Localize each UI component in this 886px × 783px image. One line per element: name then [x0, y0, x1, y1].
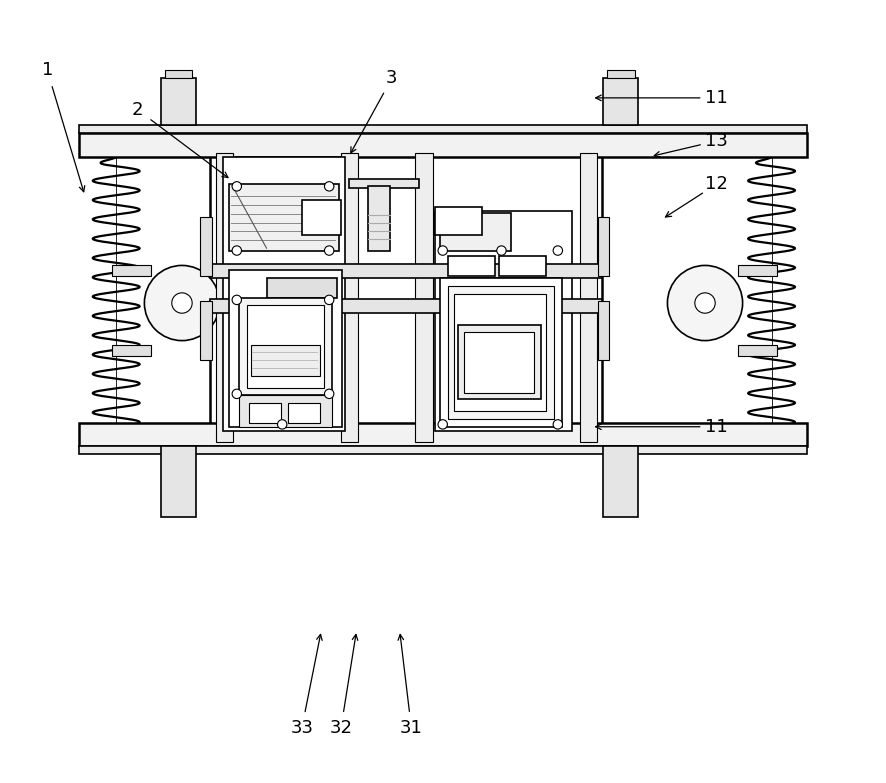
Text: 31: 31	[400, 720, 423, 737]
Bar	[239, 298, 331, 395]
Circle shape	[144, 265, 220, 341]
Bar	[439, 278, 561, 427]
Text: 11: 11	[704, 418, 727, 435]
Bar	[499, 256, 546, 276]
Bar	[165, 70, 192, 78]
Text: 33: 33	[290, 720, 313, 737]
Circle shape	[324, 246, 333, 255]
Bar	[458, 325, 540, 399]
Bar	[210, 299, 601, 313]
Bar	[288, 403, 320, 423]
Bar	[210, 153, 601, 442]
Circle shape	[232, 246, 241, 255]
Circle shape	[232, 295, 241, 305]
Text: 1: 1	[42, 62, 53, 79]
Circle shape	[172, 293, 192, 313]
Bar	[246, 305, 323, 388]
Circle shape	[666, 265, 742, 341]
Circle shape	[438, 246, 447, 255]
Bar	[454, 294, 546, 411]
Bar	[215, 153, 233, 442]
Bar	[348, 179, 419, 188]
Circle shape	[694, 293, 714, 313]
Bar	[79, 125, 806, 133]
Bar	[229, 270, 342, 427]
Circle shape	[553, 420, 562, 429]
Bar	[447, 286, 553, 419]
Bar	[447, 256, 494, 276]
Bar	[606, 70, 633, 78]
Bar	[340, 153, 358, 442]
Circle shape	[324, 182, 333, 191]
Bar	[579, 153, 596, 442]
Bar	[79, 133, 806, 157]
Bar	[597, 217, 609, 276]
Bar	[199, 301, 212, 360]
Text: 11: 11	[704, 89, 727, 106]
Bar	[112, 345, 151, 356]
Bar	[439, 213, 510, 251]
Bar	[415, 153, 432, 442]
Bar	[434, 207, 481, 235]
Bar	[79, 423, 806, 446]
Text: 32: 32	[329, 720, 352, 737]
Bar	[239, 395, 331, 427]
Bar	[266, 278, 337, 298]
Bar	[463, 332, 533, 393]
Circle shape	[553, 246, 562, 255]
Text: 2: 2	[131, 101, 143, 118]
Bar	[368, 186, 390, 251]
Bar	[223, 157, 345, 431]
Text: 13: 13	[704, 132, 727, 150]
Bar	[210, 264, 601, 278]
Circle shape	[324, 295, 333, 305]
Circle shape	[232, 389, 241, 399]
Bar	[160, 446, 196, 517]
Bar	[199, 217, 212, 276]
Circle shape	[496, 246, 506, 255]
Bar	[737, 265, 776, 276]
Text: 3: 3	[385, 70, 397, 87]
Bar	[112, 265, 151, 276]
Circle shape	[232, 182, 241, 191]
Text: 12: 12	[704, 175, 727, 193]
Bar	[434, 211, 571, 431]
Bar	[79, 446, 806, 454]
Bar	[301, 200, 340, 235]
Circle shape	[277, 420, 286, 429]
Bar	[229, 184, 338, 251]
Circle shape	[324, 389, 333, 399]
Circle shape	[438, 420, 447, 429]
Bar	[602, 446, 638, 517]
Bar	[737, 345, 776, 356]
Bar	[249, 403, 280, 423]
Bar	[602, 78, 638, 125]
Bar	[160, 78, 196, 125]
Bar	[597, 301, 609, 360]
Bar	[251, 345, 320, 376]
